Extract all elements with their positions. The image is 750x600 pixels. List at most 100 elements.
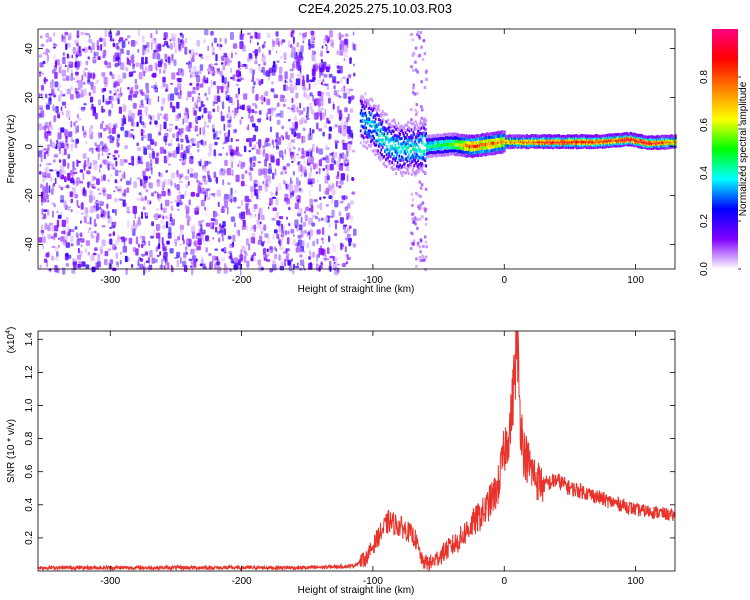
spectrogram-noise-cell: [107, 135, 110, 140]
spectrogram-noise-cell: [303, 91, 306, 98]
spectrogram-noise-cell: [417, 165, 420, 169]
spectrogram-noise-cell: [123, 159, 128, 163]
spectrogram-noise-cell: [165, 88, 168, 92]
spectrogram-noise-cell: [128, 110, 132, 117]
spectrogram-signal-cell: [420, 164, 423, 168]
spectrogram-noise-cell: [147, 48, 150, 53]
spectrogram-noise-cell: [288, 207, 291, 211]
spectrogram-noise-cell: [258, 63, 261, 66]
spectrogram-noise-cell: [156, 53, 161, 60]
spectrogram-noise-cell: [109, 35, 113, 42]
spectrogram-noise-cell: [230, 199, 233, 204]
spectrogram-noise-cell: [415, 257, 418, 261]
spectrogram-noise-cell: [309, 105, 313, 111]
spectrogram-noise-cell: [178, 201, 184, 206]
spectrogram-noise-cell: [157, 60, 162, 68]
spectrogram-noise-cell: [275, 191, 278, 196]
spectrogram-noise-cell: [419, 250, 422, 254]
spectrogram-noise-cell: [309, 229, 313, 236]
spectrogram-noise-cell: [216, 189, 221, 197]
spectrogram-noise-cell: [295, 196, 299, 200]
spectrogram-signal-cell: [418, 170, 420, 174]
spectrogram-noise-cell: [410, 241, 413, 245]
spectrogram-signal-cell: [414, 144, 416, 148]
spectrogram-noise-cell: [424, 187, 428, 191]
spectrogram-noise-cell: [92, 234, 95, 239]
spectrogram-noise-cell: [199, 263, 203, 267]
spectrogram-noise-cell: [294, 121, 298, 129]
spectrogram-noise-cell: [111, 74, 115, 80]
spectrogram-noise-cell: [249, 162, 253, 170]
spectrogram-signal-cell: [411, 153, 414, 157]
spectrogram-noise-cell: [80, 31, 85, 36]
spectrogram-noise-cell: [136, 158, 139, 166]
spectrogram-noise-cell: [346, 126, 351, 134]
spectrogram-noise-cell: [207, 175, 211, 179]
spectrogram-signal-cell: [370, 105, 372, 109]
spectrogram-noise-cell: [302, 86, 307, 91]
spectrogram-noise-cell: [324, 144, 328, 150]
spectrogram-noise-cell: [344, 39, 348, 45]
spectrogram-noise-cell: [136, 121, 139, 127]
spectrogram-signal-cell: [420, 126, 423, 130]
spectrogram-noise-cell: [344, 246, 347, 253]
spectrogram-noise-cell: [89, 189, 92, 195]
spectrogram-noise-cell: [308, 102, 312, 106]
spectrogram-noise-cell: [195, 119, 199, 122]
spectrogram-signal-cell: [407, 172, 410, 176]
spectrogram-noise-cell: [55, 256, 59, 261]
spectrogram-signal-cell: [420, 153, 423, 157]
spectrogram-noise-cell: [237, 67, 242, 71]
spectrogram-noise-cell: [220, 115, 225, 122]
spectrogram-noise-cell: [108, 127, 112, 135]
spectrogram-noise-cell: [148, 182, 151, 187]
spectrogram-noise-cell: [147, 133, 152, 142]
spectrogram-noise-cell: [141, 35, 145, 43]
spectrogram-noise-cell: [175, 93, 180, 96]
spectrogram-noise-cell: [274, 168, 277, 176]
spectrogram-noise-cell: [190, 261, 195, 265]
spectrogram-noise-cell: [56, 219, 60, 228]
spectrogram-noise-cell: [216, 85, 221, 90]
spectrogram-signal-cell: [378, 144, 381, 148]
spectrogram-noise-cell: [102, 39, 107, 47]
spectrogram-noise-cell: [91, 266, 96, 273]
spectrogram-signal-cell: [381, 139, 384, 143]
spectrogram-noise-cell: [335, 140, 340, 143]
spectrogram-noise-cell: [297, 239, 303, 246]
spectrogram-noise-cell: [85, 240, 91, 246]
spectrogram-noise-cell: [411, 212, 414, 216]
spectrogram-noise-cell: [288, 184, 293, 193]
spectrogram-noise-cell: [92, 196, 96, 201]
spectrogram-noise-cell: [296, 42, 300, 48]
spectrogram-signal-cell: [397, 157, 400, 161]
spectrogram-noise-cell: [314, 51, 316, 55]
spectrogram-noise-cell: [227, 206, 229, 215]
spectrogram-noise-cell: [52, 118, 55, 124]
spectrogram-noise-cell: [197, 185, 201, 194]
spectrogram-noise-cell: [142, 68, 145, 73]
spectrogram-noise-cell: [306, 106, 309, 114]
spectrogram-noise-cell: [92, 186, 95, 189]
spectrogram-noise-cell: [286, 81, 288, 84]
spectrogram-noise-cell: [253, 86, 255, 89]
spectrogram-noise-cell: [341, 40, 345, 48]
spectrogram-noise-cell: [215, 226, 218, 233]
spectrogram-noise-cell: [45, 32, 49, 38]
spectrogram-noise-cell: [342, 128, 346, 137]
spectrogram-noise-cell: [67, 42, 71, 48]
spectrogram-noise-cell: [126, 180, 131, 186]
spectrogram-noise-cell: [205, 55, 210, 62]
spectrogram-noise-cell: [346, 42, 349, 48]
spectrogram-noise-cell: [117, 88, 119, 92]
spectrogram-noise-cell: [141, 243, 144, 248]
spectrogram-noise-cell: [290, 52, 294, 58]
spectrogram-noise-cell: [40, 43, 45, 47]
spectrogram-noise-cell: [269, 197, 273, 206]
spectrogram-noise-cell: [75, 54, 79, 57]
spectrogram-noise-cell: [204, 120, 207, 128]
spectrogram-noise-cell: [266, 175, 271, 181]
spectrogram-noise-cell: [75, 120, 78, 124]
spectrogram-noise-cell: [276, 152, 280, 155]
spectrogram-noise-cell: [44, 122, 49, 128]
